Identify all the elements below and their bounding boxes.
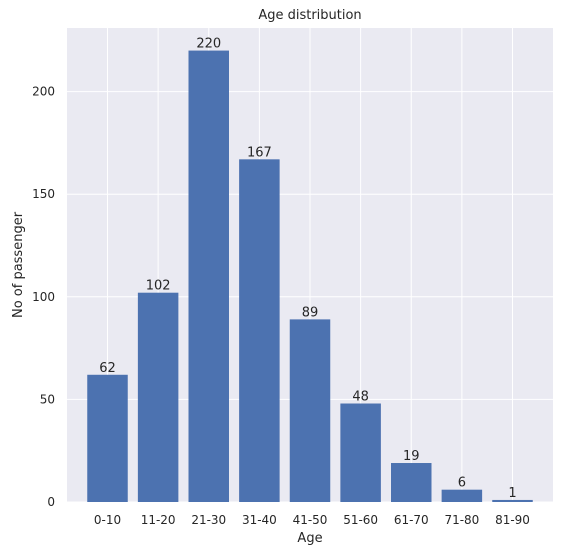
x-tick-label: 71-80 bbox=[444, 513, 479, 527]
y-tick-label: 100 bbox=[32, 290, 55, 304]
y-axis-title: No of passenger bbox=[11, 211, 26, 318]
x-axis-title: Age bbox=[297, 531, 322, 546]
bar-value-label: 48 bbox=[352, 390, 369, 405]
y-tick-label: 0 bbox=[47, 495, 55, 509]
bar-value-label: 62 bbox=[99, 361, 116, 376]
x-tick-label: 0-10 bbox=[94, 513, 121, 527]
bar-value-label: 1 bbox=[508, 486, 516, 501]
x-tick-label: 61-70 bbox=[394, 513, 429, 527]
bar bbox=[391, 463, 432, 502]
bar-value-label: 89 bbox=[302, 305, 319, 320]
bar bbox=[289, 319, 331, 502]
bar-value-label: 6 bbox=[458, 476, 466, 491]
bar-value-label: 102 bbox=[146, 279, 171, 294]
y-tick-label: 50 bbox=[40, 392, 55, 406]
bar bbox=[137, 292, 179, 502]
y-tick-labels: 0 50 100 150 200 bbox=[32, 85, 55, 509]
chart-title: Age distribution bbox=[258, 8, 361, 23]
x-tick-label: 11-20 bbox=[141, 513, 176, 527]
x-tick-label: 21-30 bbox=[191, 513, 226, 527]
bar-value-label: 19 bbox=[403, 449, 420, 464]
x-tick-label: 81-90 bbox=[495, 513, 530, 527]
x-tick-label: 31-40 bbox=[242, 513, 277, 527]
bar bbox=[492, 499, 533, 502]
bar-value-label: 167 bbox=[247, 145, 272, 160]
bar bbox=[441, 489, 483, 502]
bars bbox=[87, 50, 533, 502]
bar bbox=[239, 159, 280, 502]
x-tick-label: 51-60 bbox=[343, 513, 378, 527]
y-tick-label: 150 bbox=[32, 187, 55, 201]
x-tick-labels: 0-10 11-20 21-30 31-40 41-50 51-60 61-70 71-80 8… bbox=[94, 513, 530, 527]
x-tick-label: 41-50 bbox=[293, 513, 328, 527]
bar-labels: 62 102 220 167 89 48 19 6 1 bbox=[99, 37, 516, 501]
y-tick-label: 200 bbox=[32, 85, 55, 99]
bar bbox=[340, 403, 381, 502]
bar bbox=[87, 374, 128, 502]
bar bbox=[188, 50, 229, 502]
bar-value-label: 220 bbox=[196, 37, 221, 52]
